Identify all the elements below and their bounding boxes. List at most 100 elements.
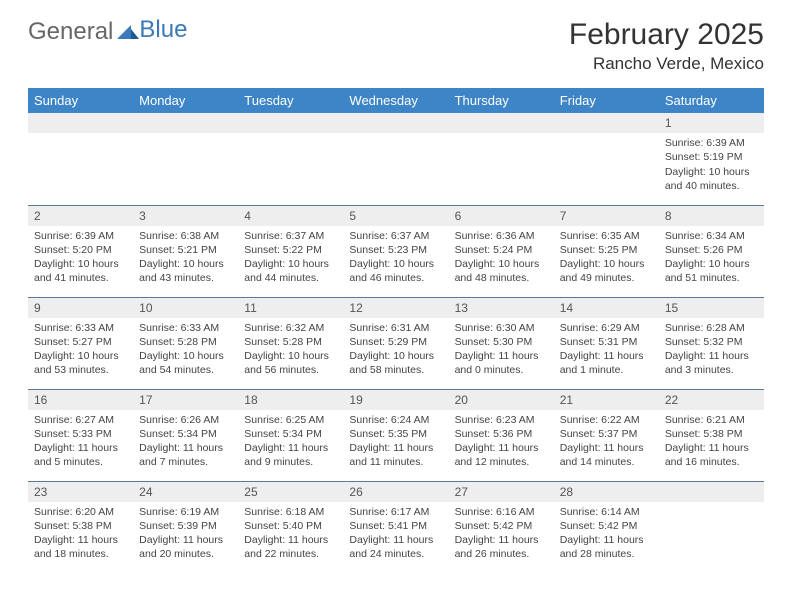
sunrise-line: Sunrise: 6:21 AM	[665, 413, 758, 427]
daylight-line: Daylight: 10 hours and 40 minutes.	[665, 165, 758, 193]
weekday-header: Saturday	[659, 88, 764, 113]
daylight-line: Daylight: 10 hours and 48 minutes.	[455, 257, 548, 285]
daylight-line: Daylight: 11 hours and 0 minutes.	[455, 349, 548, 377]
day-number: 15	[659, 298, 764, 318]
logo-text-1: General	[28, 18, 113, 46]
calendar-day-cell: 24Sunrise: 6:19 AMSunset: 5:39 PMDayligh…	[133, 481, 238, 573]
day-number: 22	[659, 390, 764, 410]
daylight-line: Daylight: 10 hours and 58 minutes.	[349, 349, 442, 377]
calendar-day-cell: 6Sunrise: 6:36 AMSunset: 5:24 PMDaylight…	[449, 205, 554, 297]
sunset-line: Sunset: 5:22 PM	[244, 243, 337, 257]
sunrise-line: Sunrise: 6:38 AM	[139, 229, 232, 243]
calendar-day-cell	[343, 113, 448, 205]
daylight-line: Daylight: 11 hours and 14 minutes.	[560, 441, 653, 469]
calendar-week-row: 1Sunrise: 6:39 AMSunset: 5:19 PMDaylight…	[28, 113, 764, 205]
day-number: 12	[343, 298, 448, 318]
calendar-day-cell: 19Sunrise: 6:24 AMSunset: 5:35 PMDayligh…	[343, 389, 448, 481]
day-number	[659, 482, 764, 502]
logo-text-2: Blue	[139, 16, 187, 44]
daylight-line: Daylight: 11 hours and 26 minutes.	[455, 533, 548, 561]
day-number: 8	[659, 206, 764, 226]
sunrise-line: Sunrise: 6:16 AM	[455, 505, 548, 519]
day-number: 20	[449, 390, 554, 410]
sunset-line: Sunset: 5:27 PM	[34, 335, 127, 349]
weekday-header: Wednesday	[343, 88, 448, 113]
daylight-line: Daylight: 10 hours and 46 minutes.	[349, 257, 442, 285]
sunrise-line: Sunrise: 6:35 AM	[560, 229, 653, 243]
sunrise-line: Sunrise: 6:27 AM	[34, 413, 127, 427]
calendar-day-cell: 1Sunrise: 6:39 AMSunset: 5:19 PMDaylight…	[659, 113, 764, 205]
weekday-header: Thursday	[449, 88, 554, 113]
sunset-line: Sunset: 5:23 PM	[349, 243, 442, 257]
sunset-line: Sunset: 5:20 PM	[34, 243, 127, 257]
day-number	[343, 113, 448, 133]
day-number: 23	[28, 482, 133, 502]
calendar-week-row: 2Sunrise: 6:39 AMSunset: 5:20 PMDaylight…	[28, 205, 764, 297]
calendar-day-cell: 2Sunrise: 6:39 AMSunset: 5:20 PMDaylight…	[28, 205, 133, 297]
day-number: 3	[133, 206, 238, 226]
calendar-day-cell: 22Sunrise: 6:21 AMSunset: 5:38 PMDayligh…	[659, 389, 764, 481]
daylight-line: Daylight: 11 hours and 9 minutes.	[244, 441, 337, 469]
day-number: 11	[238, 298, 343, 318]
sunset-line: Sunset: 5:41 PM	[349, 519, 442, 533]
daylight-line: Daylight: 11 hours and 5 minutes.	[34, 441, 127, 469]
sunrise-line: Sunrise: 6:19 AM	[139, 505, 232, 519]
sunset-line: Sunset: 5:38 PM	[34, 519, 127, 533]
sunset-line: Sunset: 5:19 PM	[665, 150, 758, 164]
sunrise-line: Sunrise: 6:18 AM	[244, 505, 337, 519]
daylight-line: Daylight: 11 hours and 12 minutes.	[455, 441, 548, 469]
sunrise-line: Sunrise: 6:39 AM	[665, 136, 758, 150]
daylight-line: Daylight: 11 hours and 3 minutes.	[665, 349, 758, 377]
sunrise-line: Sunrise: 6:20 AM	[34, 505, 127, 519]
calendar-day-cell	[133, 113, 238, 205]
calendar-day-cell: 25Sunrise: 6:18 AMSunset: 5:40 PMDayligh…	[238, 481, 343, 573]
day-number: 14	[554, 298, 659, 318]
sunrise-line: Sunrise: 6:36 AM	[455, 229, 548, 243]
sunset-line: Sunset: 5:33 PM	[34, 427, 127, 441]
daylight-line: Daylight: 11 hours and 11 minutes.	[349, 441, 442, 469]
day-number: 28	[554, 482, 659, 502]
calendar-day-cell: 28Sunrise: 6:14 AMSunset: 5:42 PMDayligh…	[554, 481, 659, 573]
daylight-line: Daylight: 11 hours and 18 minutes.	[34, 533, 127, 561]
day-number: 7	[554, 206, 659, 226]
location-label: Rancho Verde, Mexico	[569, 54, 764, 74]
daylight-line: Daylight: 10 hours and 56 minutes.	[244, 349, 337, 377]
daylight-line: Daylight: 10 hours and 44 minutes.	[244, 257, 337, 285]
calendar-day-cell: 14Sunrise: 6:29 AMSunset: 5:31 PMDayligh…	[554, 297, 659, 389]
daylight-line: Daylight: 10 hours and 54 minutes.	[139, 349, 232, 377]
sunset-line: Sunset: 5:34 PM	[139, 427, 232, 441]
calendar-day-cell: 10Sunrise: 6:33 AMSunset: 5:28 PMDayligh…	[133, 297, 238, 389]
logo-mark-icon	[117, 18, 139, 46]
sunset-line: Sunset: 5:24 PM	[455, 243, 548, 257]
calendar-day-cell	[238, 113, 343, 205]
sunrise-line: Sunrise: 6:37 AM	[349, 229, 442, 243]
daylight-line: Daylight: 11 hours and 7 minutes.	[139, 441, 232, 469]
sunrise-line: Sunrise: 6:30 AM	[455, 321, 548, 335]
day-number: 19	[343, 390, 448, 410]
day-number: 16	[28, 390, 133, 410]
weekday-header: Monday	[133, 88, 238, 113]
day-number: 2	[28, 206, 133, 226]
day-number: 4	[238, 206, 343, 226]
daylight-line: Daylight: 11 hours and 16 minutes.	[665, 441, 758, 469]
calendar-day-cell: 8Sunrise: 6:34 AMSunset: 5:26 PMDaylight…	[659, 205, 764, 297]
sunset-line: Sunset: 5:28 PM	[244, 335, 337, 349]
sunset-line: Sunset: 5:28 PM	[139, 335, 232, 349]
calendar-day-cell: 5 Sunrise: 6:37 AMSunset: 5:23 PMDaylight…	[343, 205, 448, 297]
sunset-line: Sunset: 5:34 PM	[244, 427, 337, 441]
sunrise-line: Sunrise: 6:24 AM	[349, 413, 442, 427]
day-number: 5	[343, 206, 448, 226]
calendar-day-cell: 18Sunrise: 6:25 AMSunset: 5:34 PMDayligh…	[238, 389, 343, 481]
daylight-line: Daylight: 11 hours and 28 minutes.	[560, 533, 653, 561]
sunrise-line: Sunrise: 6:22 AM	[560, 413, 653, 427]
day-number: 27	[449, 482, 554, 502]
day-number: 26	[343, 482, 448, 502]
sunset-line: Sunset: 5:21 PM	[139, 243, 232, 257]
calendar-day-cell: 23 Sunrise: 6:20 AMSunset: 5:38 PMDayligh…	[28, 481, 133, 573]
calendar-day-cell: 27Sunrise: 6:16 AMSunset: 5:42 PMDayligh…	[449, 481, 554, 573]
sunset-line: Sunset: 5:40 PM	[244, 519, 337, 533]
calendar-body: 1Sunrise: 6:39 AMSunset: 5:19 PMDaylight…	[28, 113, 764, 573]
sunrise-line: Sunrise: 6:34 AM	[665, 229, 758, 243]
sunset-line: Sunset: 5:31 PM	[560, 335, 653, 349]
sunset-line: Sunset: 5:26 PM	[665, 243, 758, 257]
